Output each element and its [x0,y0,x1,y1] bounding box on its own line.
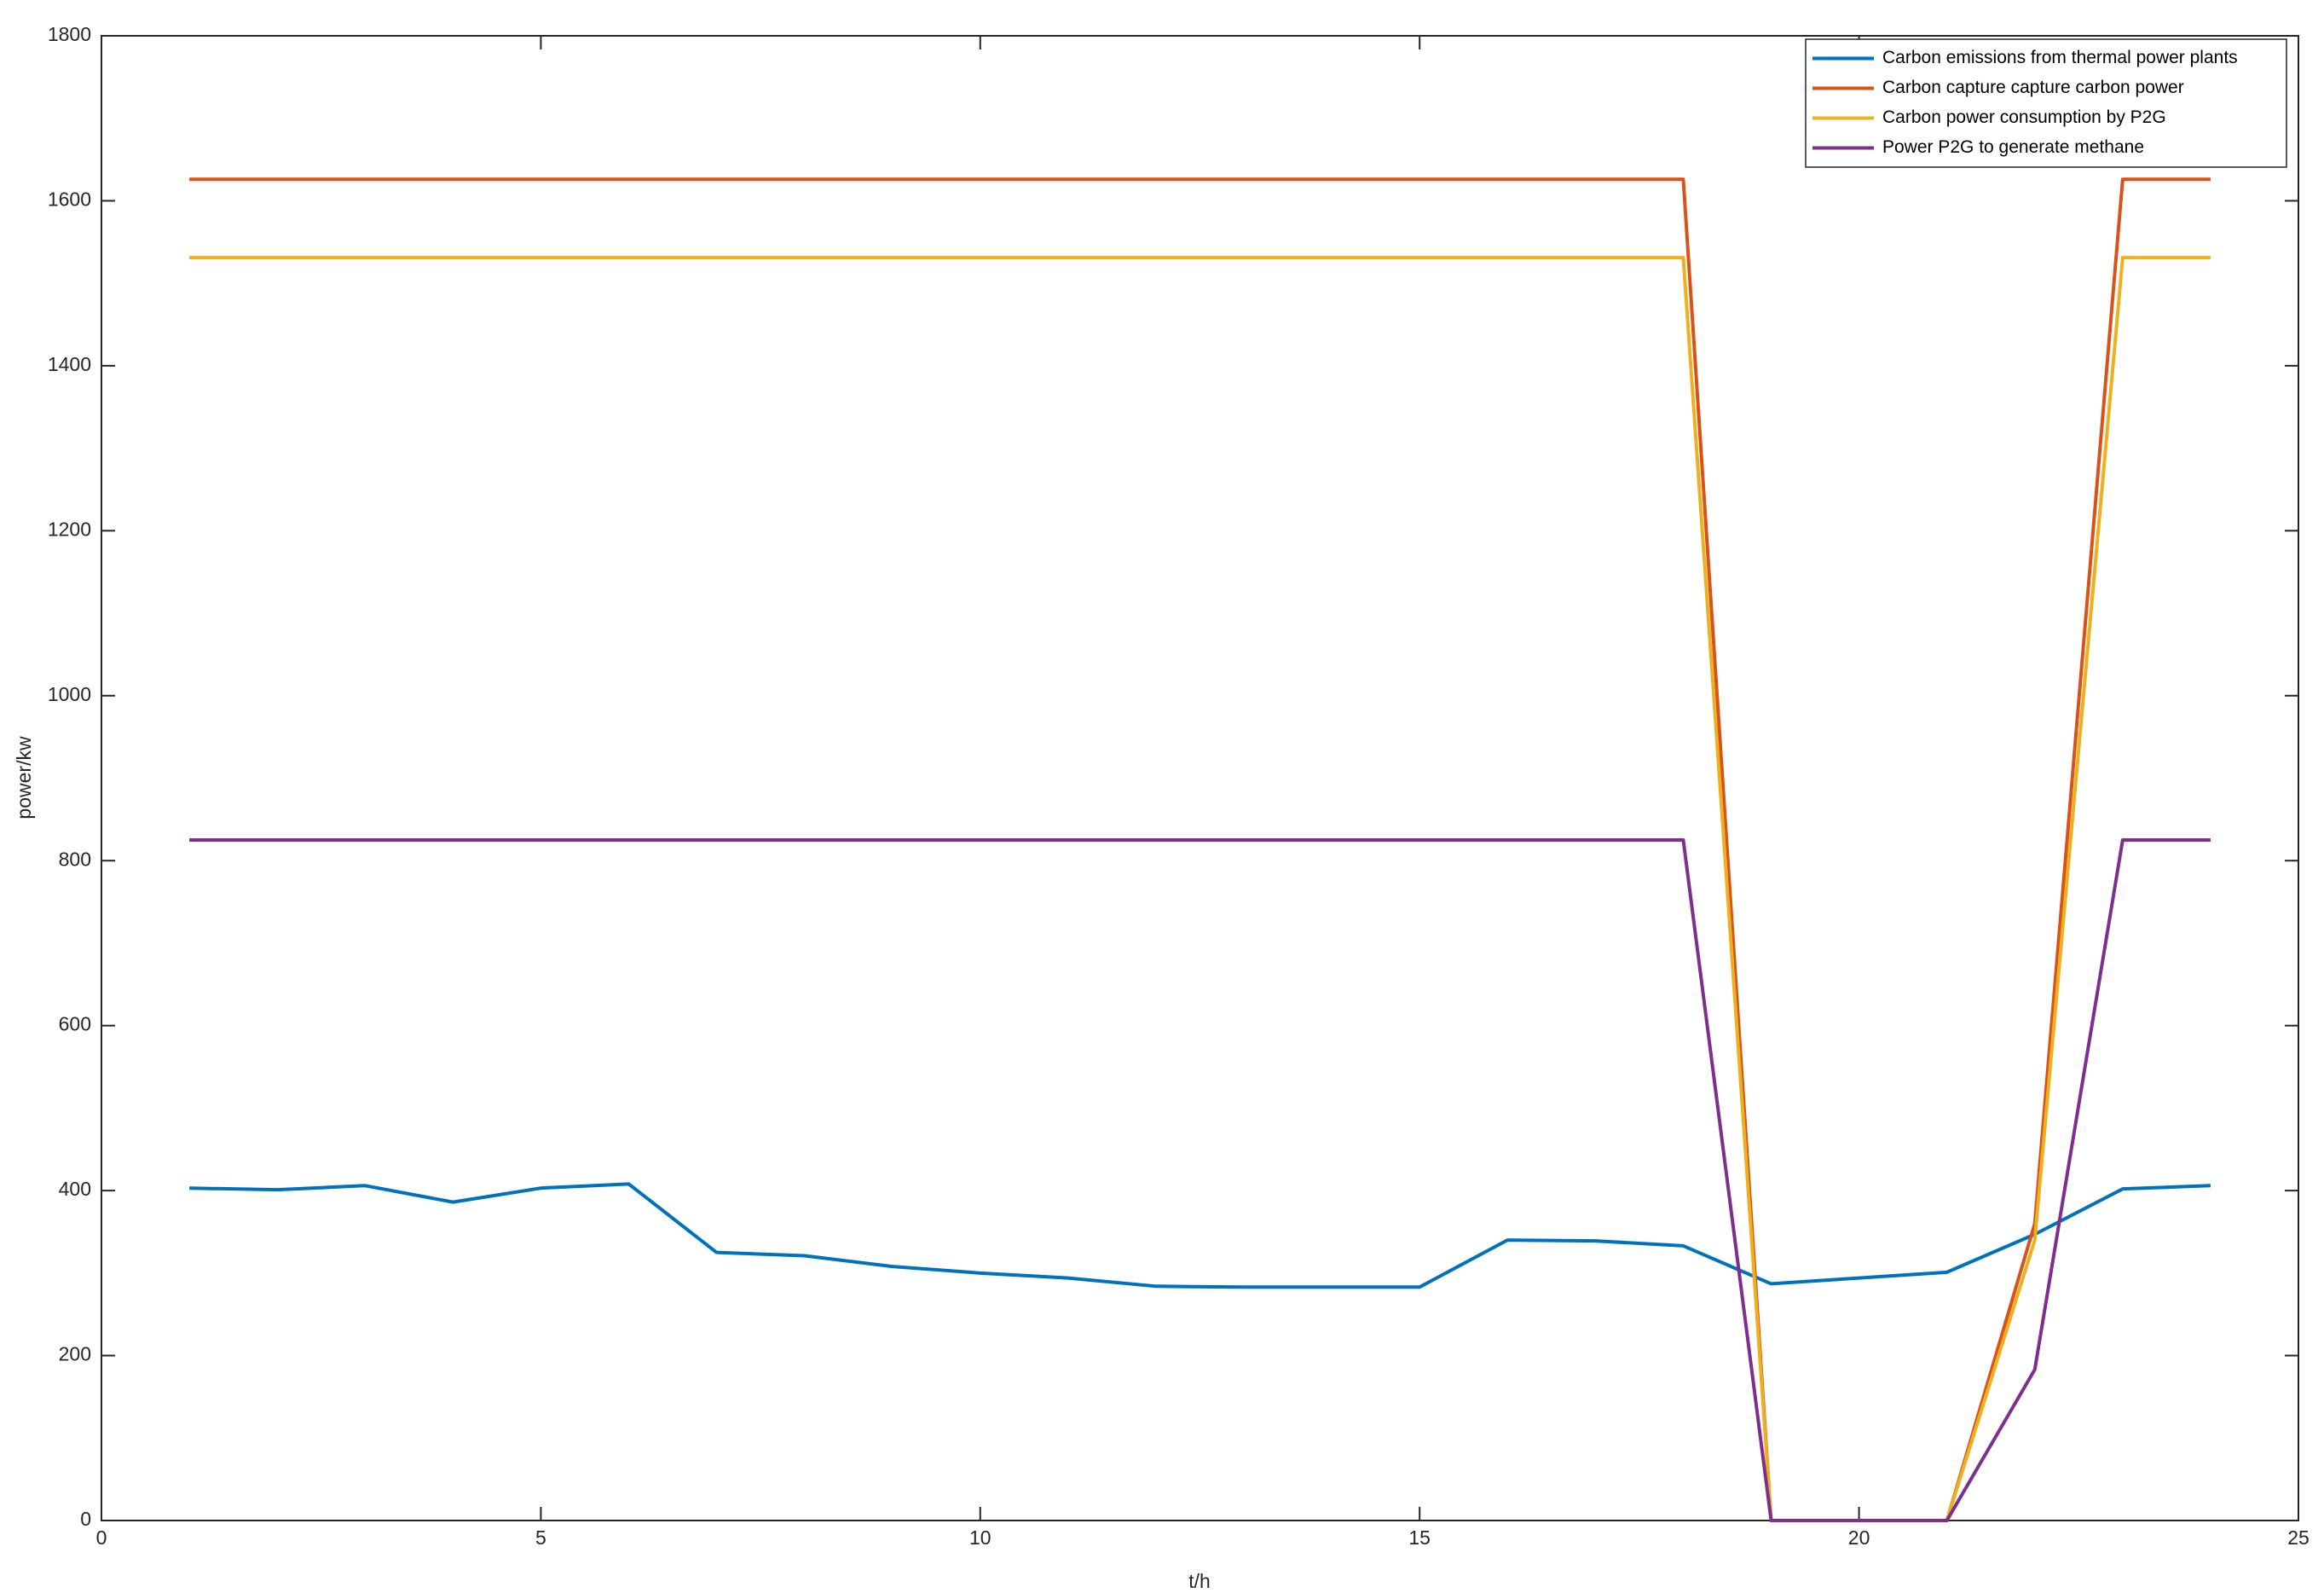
axes-box [101,35,2299,1521]
x-tick-label: 15 [1408,1526,1431,1549]
y-tick-label: 200 [59,1343,91,1365]
y-tick-label: 800 [59,848,91,870]
x-tick-label: 20 [1848,1526,1870,1549]
x-axis-label: t/h [1188,1570,1211,1592]
legend-label: Carbon capture capture carbon power [1882,78,2184,97]
series-line [189,838,2211,1522]
y-tick-label: 400 [59,1178,91,1200]
x-tick-label: 10 [969,1526,991,1549]
y-tick-label: 600 [59,1013,91,1035]
legend-box [1805,38,2287,168]
x-tick-label: 5 [535,1526,546,1549]
y-tick-label: 0 [80,1508,91,1530]
x-tick-label: 25 [2287,1526,2310,1549]
y-tick-label: 1000 [48,683,91,705]
x-tick-label: 0 [96,1526,107,1549]
legend-label: Carbon power consumption by P2G [1882,107,2166,127]
y-tick-label: 1200 [48,518,91,540]
y-axis-label: power/kw [13,736,35,820]
series-line [189,1182,2211,1289]
y-tick-label: 1600 [48,188,91,211]
y-tick-label: 1800 [48,23,91,45]
y-tick-label: 1400 [48,353,91,375]
legend-label: Power P2G to generate methane [1882,137,2144,157]
legend-label: Carbon emissions from thermal power plan… [1882,48,2238,67]
